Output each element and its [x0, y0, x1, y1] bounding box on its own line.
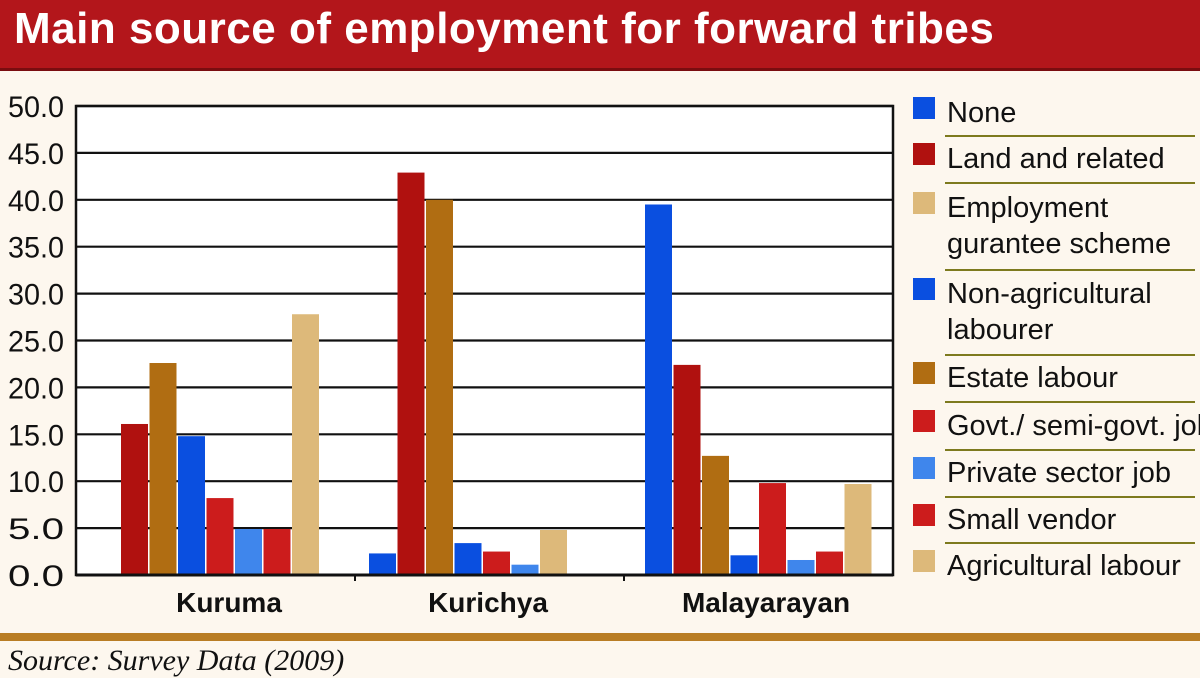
legend-label: Employment: [947, 192, 1108, 224]
y-tick-label: 10.0: [8, 466, 64, 499]
bar: [263, 529, 291, 575]
y-tick-label: 20.0: [8, 372, 64, 405]
x-tick-label: Malayarayan: [682, 587, 850, 618]
bar: [397, 172, 425, 575]
legend-label: Private sector job: [947, 457, 1171, 489]
legend-label: Estate labour: [947, 362, 1118, 394]
bar: [206, 498, 234, 575]
legend-swatch: [913, 278, 935, 300]
bar: [730, 555, 758, 575]
bar: [235, 529, 262, 575]
source-note: Source: Survey Data (2009): [8, 644, 345, 677]
legend-label: Agricultural labour: [947, 550, 1181, 582]
y-tick-label: 40.0: [8, 185, 64, 218]
bar: [844, 484, 872, 575]
legend-swatch: [913, 192, 935, 214]
bar: [149, 363, 177, 575]
bar: [454, 543, 482, 575]
bar: [511, 564, 539, 575]
y-tick-label: 5.0: [8, 513, 64, 546]
bottom-rule: [0, 633, 1200, 641]
legend-label: Small vendor: [947, 504, 1117, 536]
legend-label: Non-agricultural: [947, 278, 1152, 310]
legend-swatch: [913, 457, 935, 479]
legend-swatch: [913, 143, 935, 165]
chart: 0.0 5.0 10.0 15.0 20.0 25.0 30.0 35.0 40.0 45.0 50…: [8, 91, 1200, 618]
legend-label: labourer: [947, 314, 1054, 346]
y-tick-label: 25.0: [8, 326, 64, 359]
bar: [483, 551, 510, 575]
chart-title: Main source of employment for forward tr…: [14, 4, 995, 53]
legend-swatch: [913, 550, 935, 572]
bar: [426, 199, 453, 576]
bar: [178, 436, 205, 575]
legend-swatch: [913, 97, 935, 119]
x-tick-label: Kuruma: [176, 587, 282, 618]
bar: [787, 559, 815, 575]
bar: [702, 455, 729, 575]
y-tick-label: 15.0: [8, 419, 64, 452]
bar: [540, 529, 567, 575]
y-tick-label: 35.0: [8, 232, 64, 265]
bar: [759, 483, 786, 575]
bar: [121, 423, 148, 575]
bar: [292, 314, 319, 575]
bar: [673, 364, 701, 575]
title-bar: Main source of employment for forward tr…: [0, 0, 1200, 71]
legend-swatch: [913, 504, 935, 526]
bar: [816, 551, 843, 575]
legend-label: Govt./ semi-govt. job: [947, 410, 1200, 442]
y-tick-label: 50.0: [8, 91, 64, 124]
y-tick-label: 45.0: [8, 138, 64, 171]
legend-swatch: [913, 362, 935, 384]
legend-label: gurantee scheme: [947, 228, 1171, 260]
legend-label: Land and related: [947, 143, 1165, 175]
x-tick-label: Kurichya: [428, 587, 548, 618]
legend-swatch: [913, 410, 935, 432]
y-tick-label: 30.0: [8, 279, 64, 312]
bar: [645, 204, 672, 576]
bar: [369, 553, 396, 575]
legend-label: None: [947, 97, 1016, 129]
y-tick-label: 0.0: [8, 560, 64, 593]
